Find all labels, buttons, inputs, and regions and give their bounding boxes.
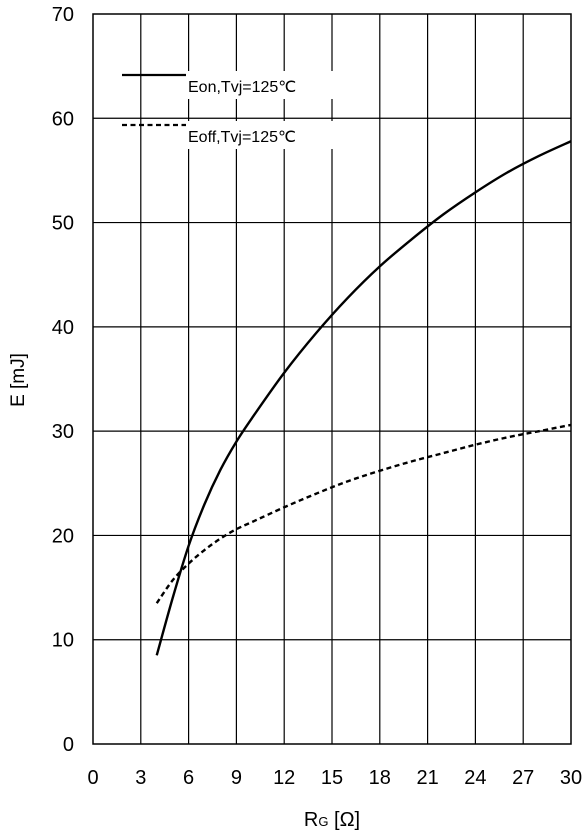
y-tick-label-7: 70 xyxy=(52,4,74,26)
y-tick-label-0: 0 xyxy=(63,734,74,756)
x-tick-label-0: 0 xyxy=(87,767,98,789)
x-tick-label-3: 9 xyxy=(231,767,242,789)
legend: Eon,Tvj=125℃ Eoff,Tvj=125℃ xyxy=(122,71,342,149)
y-tick-label-1: 10 xyxy=(52,630,74,652)
y-tick-label-6: 60 xyxy=(52,108,74,130)
y-tick-label-5: 50 xyxy=(52,213,74,235)
x-tick-label-8: 24 xyxy=(464,767,486,789)
y-tick-label-3: 30 xyxy=(52,421,74,443)
x-tick-label-6: 18 xyxy=(369,767,391,789)
y-tick-label-2: 20 xyxy=(52,525,74,547)
x-axis-label-unit: [Ω] xyxy=(328,809,360,831)
x-tick-label-2: 6 xyxy=(183,767,194,789)
y-tick-label-4: 40 xyxy=(52,317,74,339)
x-tick-label-9: 27 xyxy=(512,767,534,789)
axes xyxy=(92,13,572,745)
series-line-0 xyxy=(155,140,572,656)
x-tick-label-1: 3 xyxy=(135,767,146,789)
x-tick-label-10: 30 xyxy=(560,767,582,789)
legend-label-1: Eoff,Tvj=125℃ xyxy=(188,129,296,146)
y-axis-label: E [mJ] xyxy=(8,353,29,407)
legend-label-bg-1 xyxy=(186,121,342,149)
x-tick-label-5: 15 xyxy=(321,767,343,789)
x-axis-label-sub: G xyxy=(318,814,328,829)
legend-label-0: Eon,Tvj=125℃ xyxy=(188,79,296,96)
x-tick-label-7: 21 xyxy=(416,767,438,789)
x-tick-label-4: 12 xyxy=(273,767,295,789)
series-layer xyxy=(155,140,572,656)
x-axis-label: RG [Ω] xyxy=(304,809,360,831)
series-line-1 xyxy=(155,423,572,604)
x-axis-label-main: R xyxy=(304,809,318,831)
tick-labels: 0 3 6 9 12 15 18 21 24 27 30 0 10 20 30 40 50 60 70 xyxy=(52,4,582,789)
legend-label-bg-0 xyxy=(186,71,342,99)
plot-frame xyxy=(92,13,572,745)
grid xyxy=(93,14,571,744)
